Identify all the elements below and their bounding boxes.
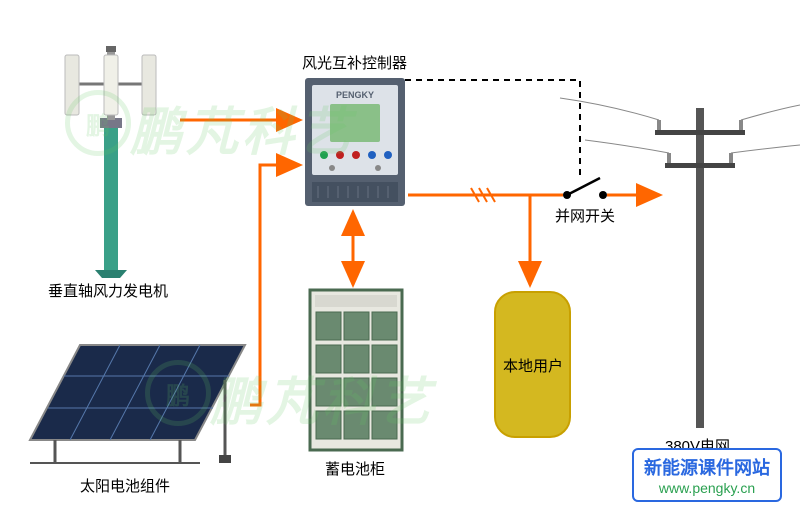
website-box: 新能源课件网站 www.pengky.cn	[632, 448, 782, 502]
battery-cabinet-graphic	[310, 290, 402, 450]
wind-turbine-graphic	[65, 46, 156, 278]
label-controller: 风光互补控制器	[302, 52, 407, 73]
label-solar-panel: 太阳电池组件	[80, 475, 170, 496]
website-title: 新能源课件网站	[644, 454, 770, 480]
watermark-badge-text: 鹏	[86, 106, 110, 141]
label-battery-cabinet: 蓄电池柜	[325, 458, 385, 479]
controller-graphic: PENGKY	[305, 78, 405, 206]
power-grid-graphic	[560, 98, 800, 428]
grid-switch-symbol	[563, 178, 607, 199]
label-wind-turbine: 垂直轴风力发电机	[48, 280, 168, 301]
watermark-badge-1: 鹏	[65, 90, 131, 156]
website-url: www.pengky.cn	[644, 480, 770, 496]
dashed-controller-to-switch	[405, 80, 580, 175]
watermark-badge-2: 鹏	[145, 360, 211, 426]
controller-brand-text: PENGKY	[336, 90, 374, 100]
solar-panel-graphic	[30, 345, 245, 463]
label-local-user: 本地用户	[503, 355, 563, 376]
label-grid-switch: 并网开关	[555, 205, 615, 226]
arrow-solar-to-controller	[250, 165, 300, 405]
watermark-badge-text-2: 鹏	[166, 376, 190, 411]
